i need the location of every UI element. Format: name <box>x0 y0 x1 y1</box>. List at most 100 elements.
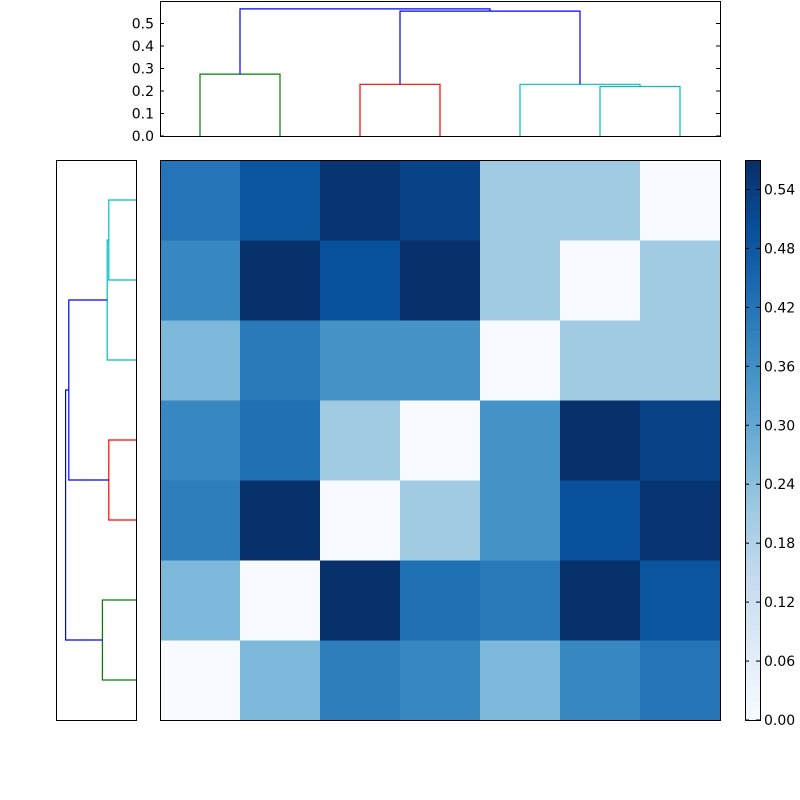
heatmap-frame <box>160 160 721 721</box>
colorbar-segment <box>745 300 760 306</box>
colorbar-segment <box>745 715 760 721</box>
colorbar-segment <box>745 570 760 576</box>
colorbar-segment <box>745 515 760 521</box>
colorbar-segment <box>745 635 760 641</box>
heatmap-cell <box>560 160 641 241</box>
heatmap-cell <box>400 320 481 401</box>
colorbar-segment <box>745 185 760 191</box>
colorbar-segment <box>745 395 760 401</box>
colorbar-segment <box>745 165 760 171</box>
heatmap-cell <box>400 240 481 321</box>
colorbar-segment <box>745 545 760 551</box>
colorbar-tick-label: 0.12 <box>764 595 795 611</box>
left-dendrogram <box>56 160 137 721</box>
colorbar-segment <box>745 580 760 586</box>
colorbar-segment <box>745 340 760 346</box>
heatmap-cell <box>480 240 561 321</box>
colorbar-segment <box>745 265 760 271</box>
colorbar-segment <box>745 315 760 321</box>
left-dendrogram-frame <box>56 160 137 721</box>
colorbar-segment <box>745 205 760 211</box>
heatmap-cell <box>320 320 401 401</box>
heatmap-cell <box>240 640 321 721</box>
colorbar-segment <box>745 665 760 671</box>
heatmap-cell <box>320 400 401 481</box>
colorbar-segment <box>745 365 760 371</box>
colorbar-segment <box>745 180 760 186</box>
colorbar-segment <box>745 200 760 206</box>
colorbar-segment <box>745 605 760 611</box>
colorbar-segment <box>745 630 760 636</box>
top-ytick-label: 0.4 <box>132 39 154 55</box>
colorbar-tick-label: 0.18 <box>764 536 795 552</box>
colorbar-segment <box>745 305 760 311</box>
colorbar-segment <box>745 450 760 456</box>
colorbar-segment <box>745 505 760 511</box>
colorbar-segment <box>745 655 760 661</box>
heatmap-cell <box>480 320 561 401</box>
colorbar-segment <box>745 475 760 481</box>
heatmap-cell <box>160 240 241 321</box>
colorbar-segment <box>745 425 760 431</box>
colorbar-segment <box>745 590 760 596</box>
colorbar-segment <box>745 220 760 226</box>
colorbar-segment <box>745 695 760 701</box>
heatmap-cell <box>480 480 561 561</box>
left-dendrogram-link <box>108 439 136 521</box>
colorbar-segment <box>745 555 760 561</box>
colorbar-tick-label: 0.24 <box>764 477 795 493</box>
colorbar-segment <box>745 650 760 656</box>
colorbar-segment <box>745 275 760 281</box>
heatmap-cell <box>320 480 401 561</box>
colorbar-segment <box>745 520 760 526</box>
heatmap-cell <box>160 320 241 401</box>
colorbar-segment <box>745 540 760 546</box>
colorbar-segment <box>745 480 760 486</box>
colorbar-segment <box>745 485 760 491</box>
colorbar-segment <box>745 225 760 231</box>
colorbar-segment <box>745 600 760 606</box>
heatmap-cell <box>480 560 561 641</box>
colorbar-segment <box>745 465 760 471</box>
top-dendrogram-link <box>519 83 641 136</box>
colorbar-segment <box>745 430 760 436</box>
heatmap-cell <box>560 400 641 481</box>
heatmap-cell <box>560 640 641 721</box>
heatmap-cell <box>320 640 401 721</box>
colorbar-segment <box>745 680 760 686</box>
colorbar-segment <box>745 560 760 566</box>
colorbar-segment <box>745 405 760 411</box>
heatmap-cell <box>160 480 241 561</box>
colorbar-segment <box>745 670 760 676</box>
colorbar-tick-label: 0.30 <box>764 418 795 434</box>
colorbar-segment <box>745 320 760 326</box>
colorbar-segment <box>745 585 760 591</box>
colorbar-segment <box>745 290 760 296</box>
colorbar-segment <box>745 215 760 221</box>
left-dendrogram-link <box>101 599 136 681</box>
colorbar-segment <box>745 535 760 541</box>
colorbar-segment <box>745 295 760 301</box>
colorbar: 0.00 0.06 0.12 0.18 0.24 0.30 0.36 0.42 0.48 0.54 <box>745 160 795 729</box>
colorbar-segment <box>745 700 760 706</box>
colorbar-segment <box>745 440 760 446</box>
colorbar-segment <box>745 400 760 406</box>
colorbar-segment <box>745 375 760 381</box>
colorbar-tick-label: 0.54 <box>764 182 795 198</box>
heatmap-cell <box>480 640 561 721</box>
colorbar-segment <box>745 495 760 501</box>
heatmap-cell <box>640 480 721 561</box>
heatmap-cell <box>240 400 321 481</box>
colorbar-segment <box>745 610 760 616</box>
colorbar-segment <box>745 380 760 386</box>
heatmap-cell <box>640 160 721 241</box>
colorbar-frame <box>745 160 761 721</box>
colorbar-segment <box>745 335 760 341</box>
colorbar-segment <box>745 255 760 261</box>
colorbar-segment <box>745 245 760 251</box>
heatmap-cell <box>320 560 401 641</box>
heatmap-cell <box>320 240 401 321</box>
colorbar-segment <box>745 345 760 351</box>
colorbar-segment <box>745 710 760 716</box>
colorbar-segment <box>745 640 760 646</box>
